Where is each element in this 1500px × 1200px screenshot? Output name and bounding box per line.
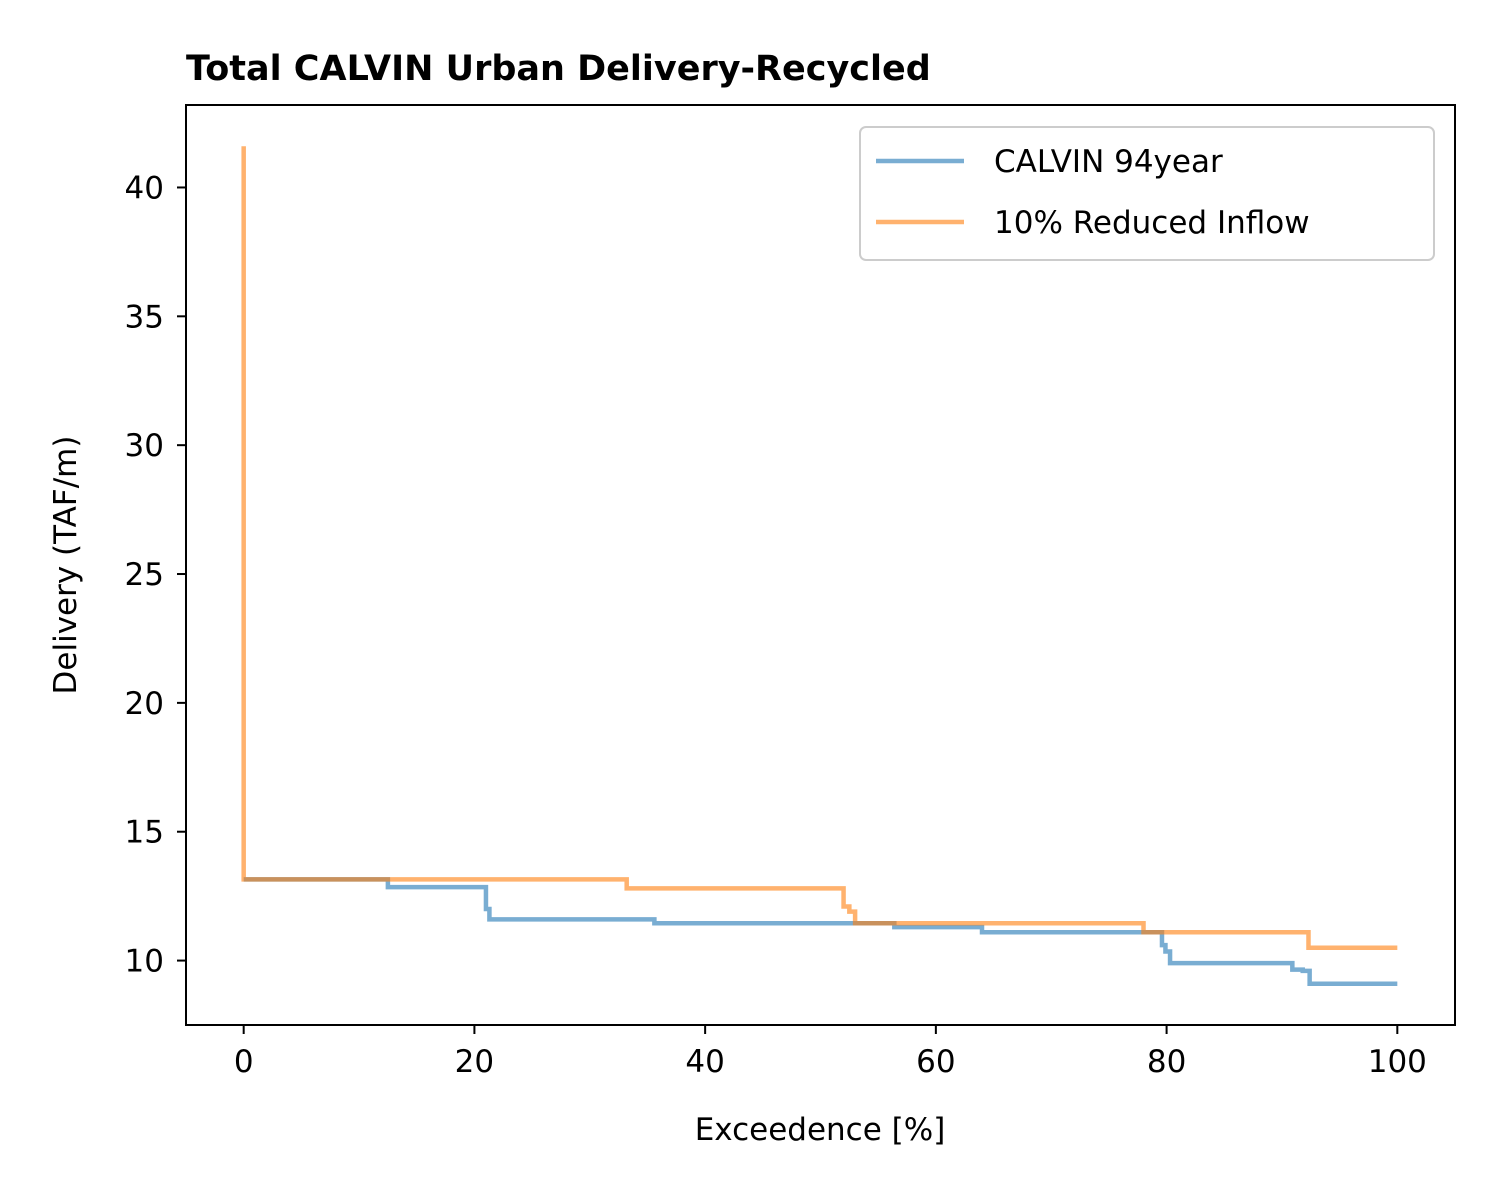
x-tick-label: 20 xyxy=(455,1044,494,1080)
y-tick-label: 15 xyxy=(125,815,164,851)
y-tick-label: 40 xyxy=(125,170,164,206)
x-tick-label: 60 xyxy=(916,1044,955,1080)
x-tick-label: 40 xyxy=(685,1044,724,1080)
chart-title: Total CALVIN Urban Delivery-Recycled xyxy=(186,49,931,89)
y-tick-label: 35 xyxy=(125,299,164,335)
y-axis-label: Delivery (TAF/m) xyxy=(48,436,84,695)
x-tick-label: 80 xyxy=(1147,1044,1186,1080)
y-tick-label: 10 xyxy=(125,944,164,980)
x-tick-label: 100 xyxy=(1368,1044,1427,1080)
legend: CALVIN 94year 10% Reduced Inflow xyxy=(859,126,1435,261)
plot-frame xyxy=(185,104,1456,1026)
series-line-1 xyxy=(243,877,1398,987)
legend-label-1: CALVIN 94year xyxy=(994,144,1223,180)
y-tick-label: 30 xyxy=(125,428,164,464)
series-line-2 xyxy=(241,146,1398,950)
x-tick-label: 0 xyxy=(234,1044,254,1080)
ticks-layer: 0 20 40 60 80 100 10 15 20 25 30 35 40 xyxy=(125,170,1427,1080)
legend-box xyxy=(859,126,1435,261)
x-axis-label: Exceedence [%] xyxy=(695,1112,946,1148)
legend-label-2: 10% Reduced Inflow xyxy=(994,205,1310,241)
y-tick-label: 20 xyxy=(125,686,164,722)
series-layer xyxy=(241,146,1398,987)
y-tick-label: 25 xyxy=(125,557,164,593)
